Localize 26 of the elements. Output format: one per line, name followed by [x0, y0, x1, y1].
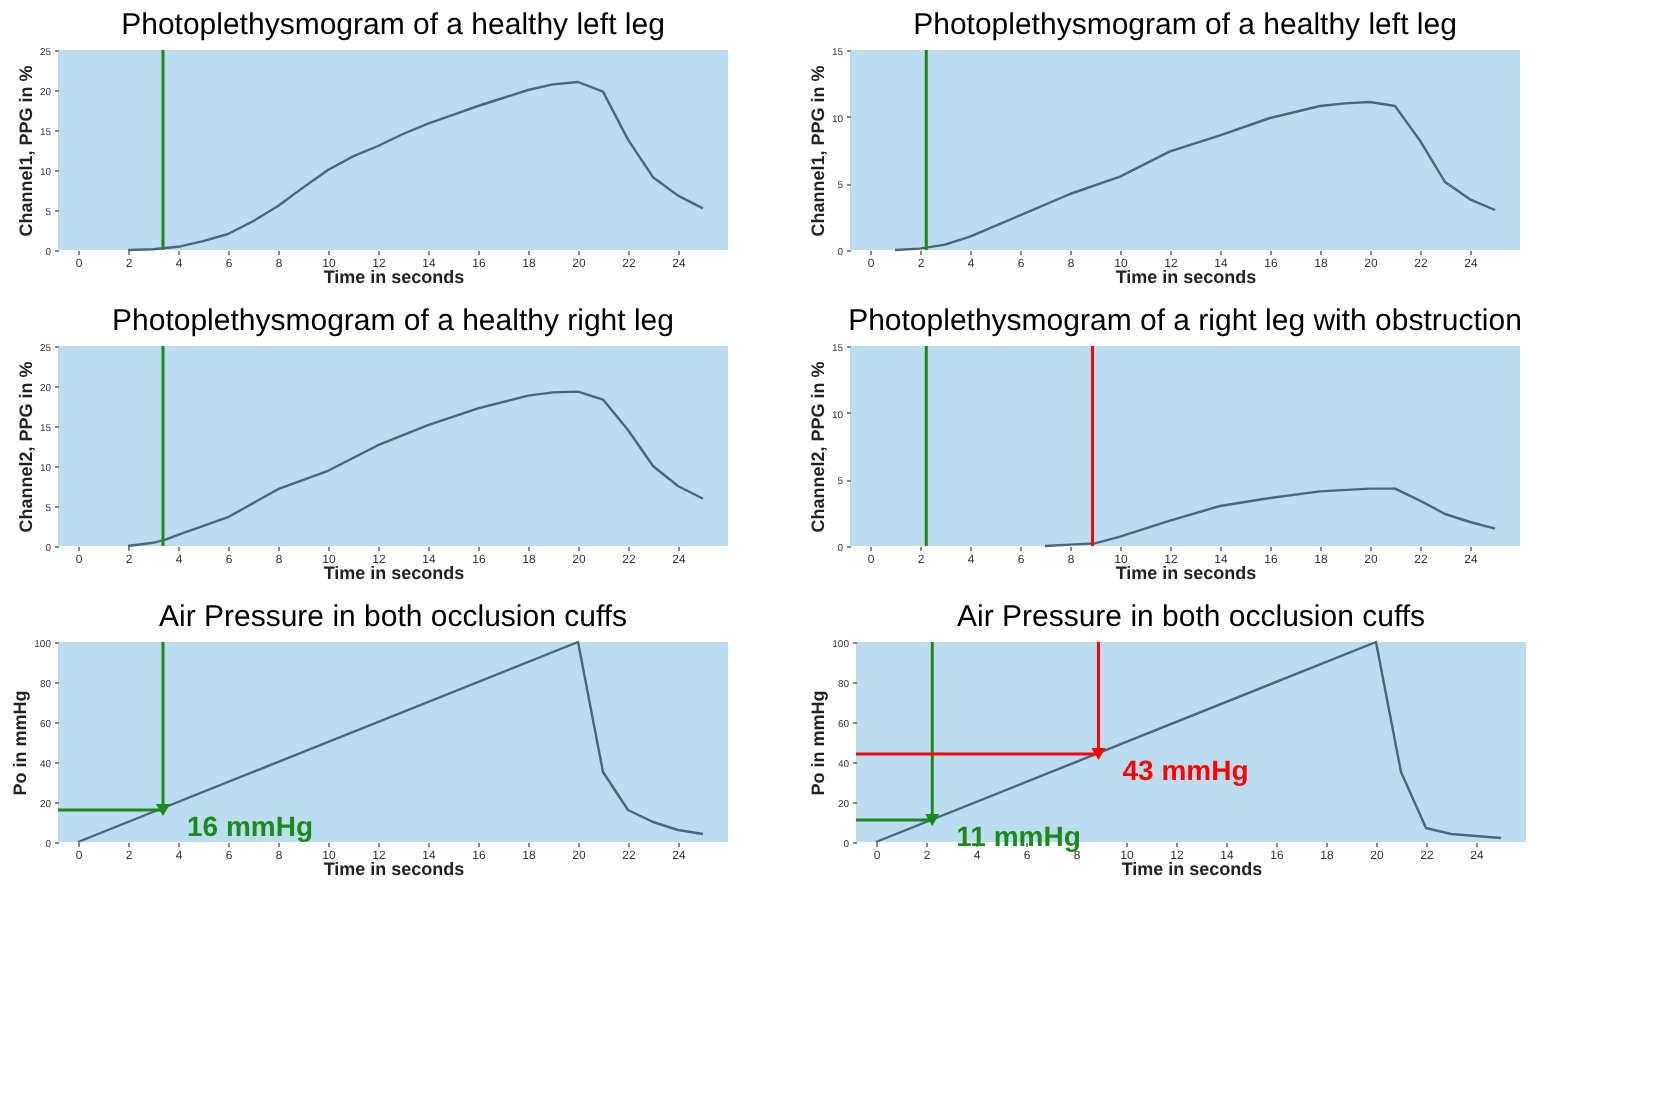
chart-title: Photoplethysmogram of a healthy left leg — [913, 8, 1457, 42]
x-axis-title: Time in seconds — [323, 859, 465, 879]
annotation: 16 mmHg — [187, 810, 314, 842]
x-axis-title: Time in seconds — [323, 563, 465, 583]
line-series — [1043, 487, 1497, 548]
x-axis-title: Time in seconds — [1121, 859, 1263, 879]
x-axis-title: Time in seconds — [323, 267, 465, 287]
y-axis-title: Po in mmHg — [10, 690, 31, 796]
y-axis-title: Channel2, PPG in % — [15, 361, 36, 533]
chart-title: Photoplethysmogram of a right leg with obstruction — [848, 304, 1522, 338]
y-axis-title: Channel2, PPG in % — [807, 361, 828, 533]
chart-title: Photoplethysmogram of a healthy left leg — [121, 8, 665, 42]
x-axis-title: Time in seconds — [1115, 563, 1257, 583]
annotation: 43 mmHg — [1122, 754, 1249, 786]
chart-title: Photoplethysmogram of a healthy right leg — [112, 304, 674, 338]
chart-title: Air Pressure in both occlusion cuffs — [158, 600, 628, 634]
annotation: 11 mmHg — [956, 820, 1081, 852]
line-series — [126, 390, 705, 548]
line-series — [893, 100, 1497, 252]
chart-title: Air Pressure in both occlusion cuffs — [956, 600, 1426, 634]
line-series — [126, 80, 705, 252]
y-axis-title: Channel1, PPG in % — [15, 65, 36, 237]
line-series — [76, 640, 705, 844]
y-axis-title: Po in mmHg — [808, 690, 829, 796]
x-axis-title: Time in seconds — [1115, 267, 1257, 287]
y-axis-title: Channel1, PPG in % — [807, 65, 828, 237]
